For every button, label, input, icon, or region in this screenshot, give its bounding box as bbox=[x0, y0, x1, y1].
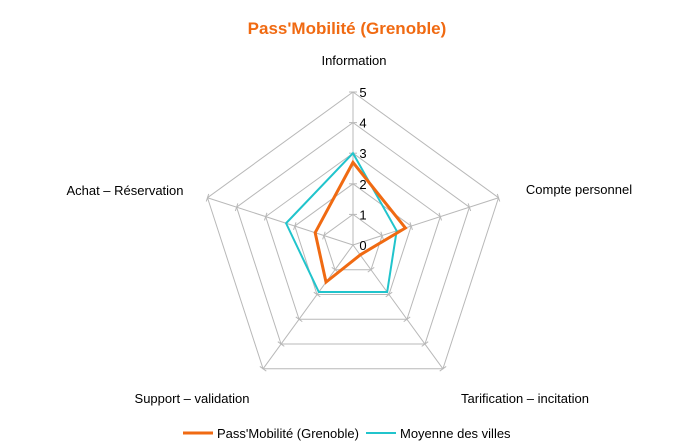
tick-mark bbox=[438, 212, 443, 221]
tick-label: 5 bbox=[359, 85, 366, 100]
tick-mark bbox=[331, 267, 339, 273]
grid-ring bbox=[265, 152, 441, 320]
tick-mark bbox=[293, 222, 297, 231]
tick-mark bbox=[421, 341, 429, 347]
legend-label-moyenne: Moyenne des villes bbox=[400, 426, 511, 441]
tick-mark bbox=[467, 203, 472, 212]
tick-mark bbox=[277, 341, 285, 347]
series-line-1 bbox=[284, 151, 398, 294]
category-labels: Information Compte personnel Tarificatio… bbox=[66, 53, 632, 406]
tick-mark bbox=[234, 203, 239, 212]
tick-label: 0 bbox=[359, 238, 366, 253]
tick-mark bbox=[263, 212, 268, 221]
tick-label: 1 bbox=[359, 207, 366, 222]
radar-spoke bbox=[207, 197, 354, 246]
grid-ring bbox=[294, 183, 412, 296]
legend: Pass'Mobilité (Grenoble) Moyenne des vil… bbox=[183, 426, 511, 441]
category-label: Compte personnel bbox=[526, 182, 632, 197]
category-label: Achat – Réservation bbox=[66, 183, 183, 198]
radar-spoke bbox=[262, 244, 354, 370]
chart-title: Pass'Mobilité (Grenoble) bbox=[248, 19, 447, 38]
tick-label: 3 bbox=[359, 146, 366, 161]
category-label: Information bbox=[321, 53, 386, 68]
grid-ring bbox=[206, 91, 500, 370]
tick-mark bbox=[295, 316, 303, 323]
series-layer bbox=[284, 151, 408, 294]
tick-mark bbox=[322, 231, 326, 240]
tick-mark bbox=[259, 366, 267, 372]
radar-spoke bbox=[352, 197, 499, 246]
legend-label-grenoble: Pass'Mobilité (Grenoble) bbox=[217, 426, 359, 441]
category-label: Support – validation bbox=[135, 391, 250, 406]
tick-mark bbox=[409, 222, 413, 231]
tick-mark bbox=[403, 316, 411, 323]
tick-label: 4 bbox=[359, 116, 366, 131]
series-line-0 bbox=[313, 159, 408, 285]
tick-mark bbox=[385, 291, 393, 298]
tick-mark bbox=[496, 193, 501, 202]
tick-mark bbox=[380, 231, 384, 240]
grid-ring bbox=[323, 213, 383, 271]
tick-label: 2 bbox=[359, 177, 366, 192]
category-label: Tarification – incitation bbox=[461, 391, 589, 406]
tick-mark bbox=[439, 366, 447, 372]
radar-spoke bbox=[352, 244, 444, 370]
tick-labels: 0 1 2 3 4 5 bbox=[359, 85, 366, 253]
tick-mark bbox=[205, 193, 210, 202]
radar-grid bbox=[206, 91, 500, 370]
tick-mark bbox=[313, 291, 321, 298]
tick-mark bbox=[367, 267, 375, 273]
radar-axes bbox=[205, 91, 501, 372]
grid-ring bbox=[236, 121, 470, 345]
